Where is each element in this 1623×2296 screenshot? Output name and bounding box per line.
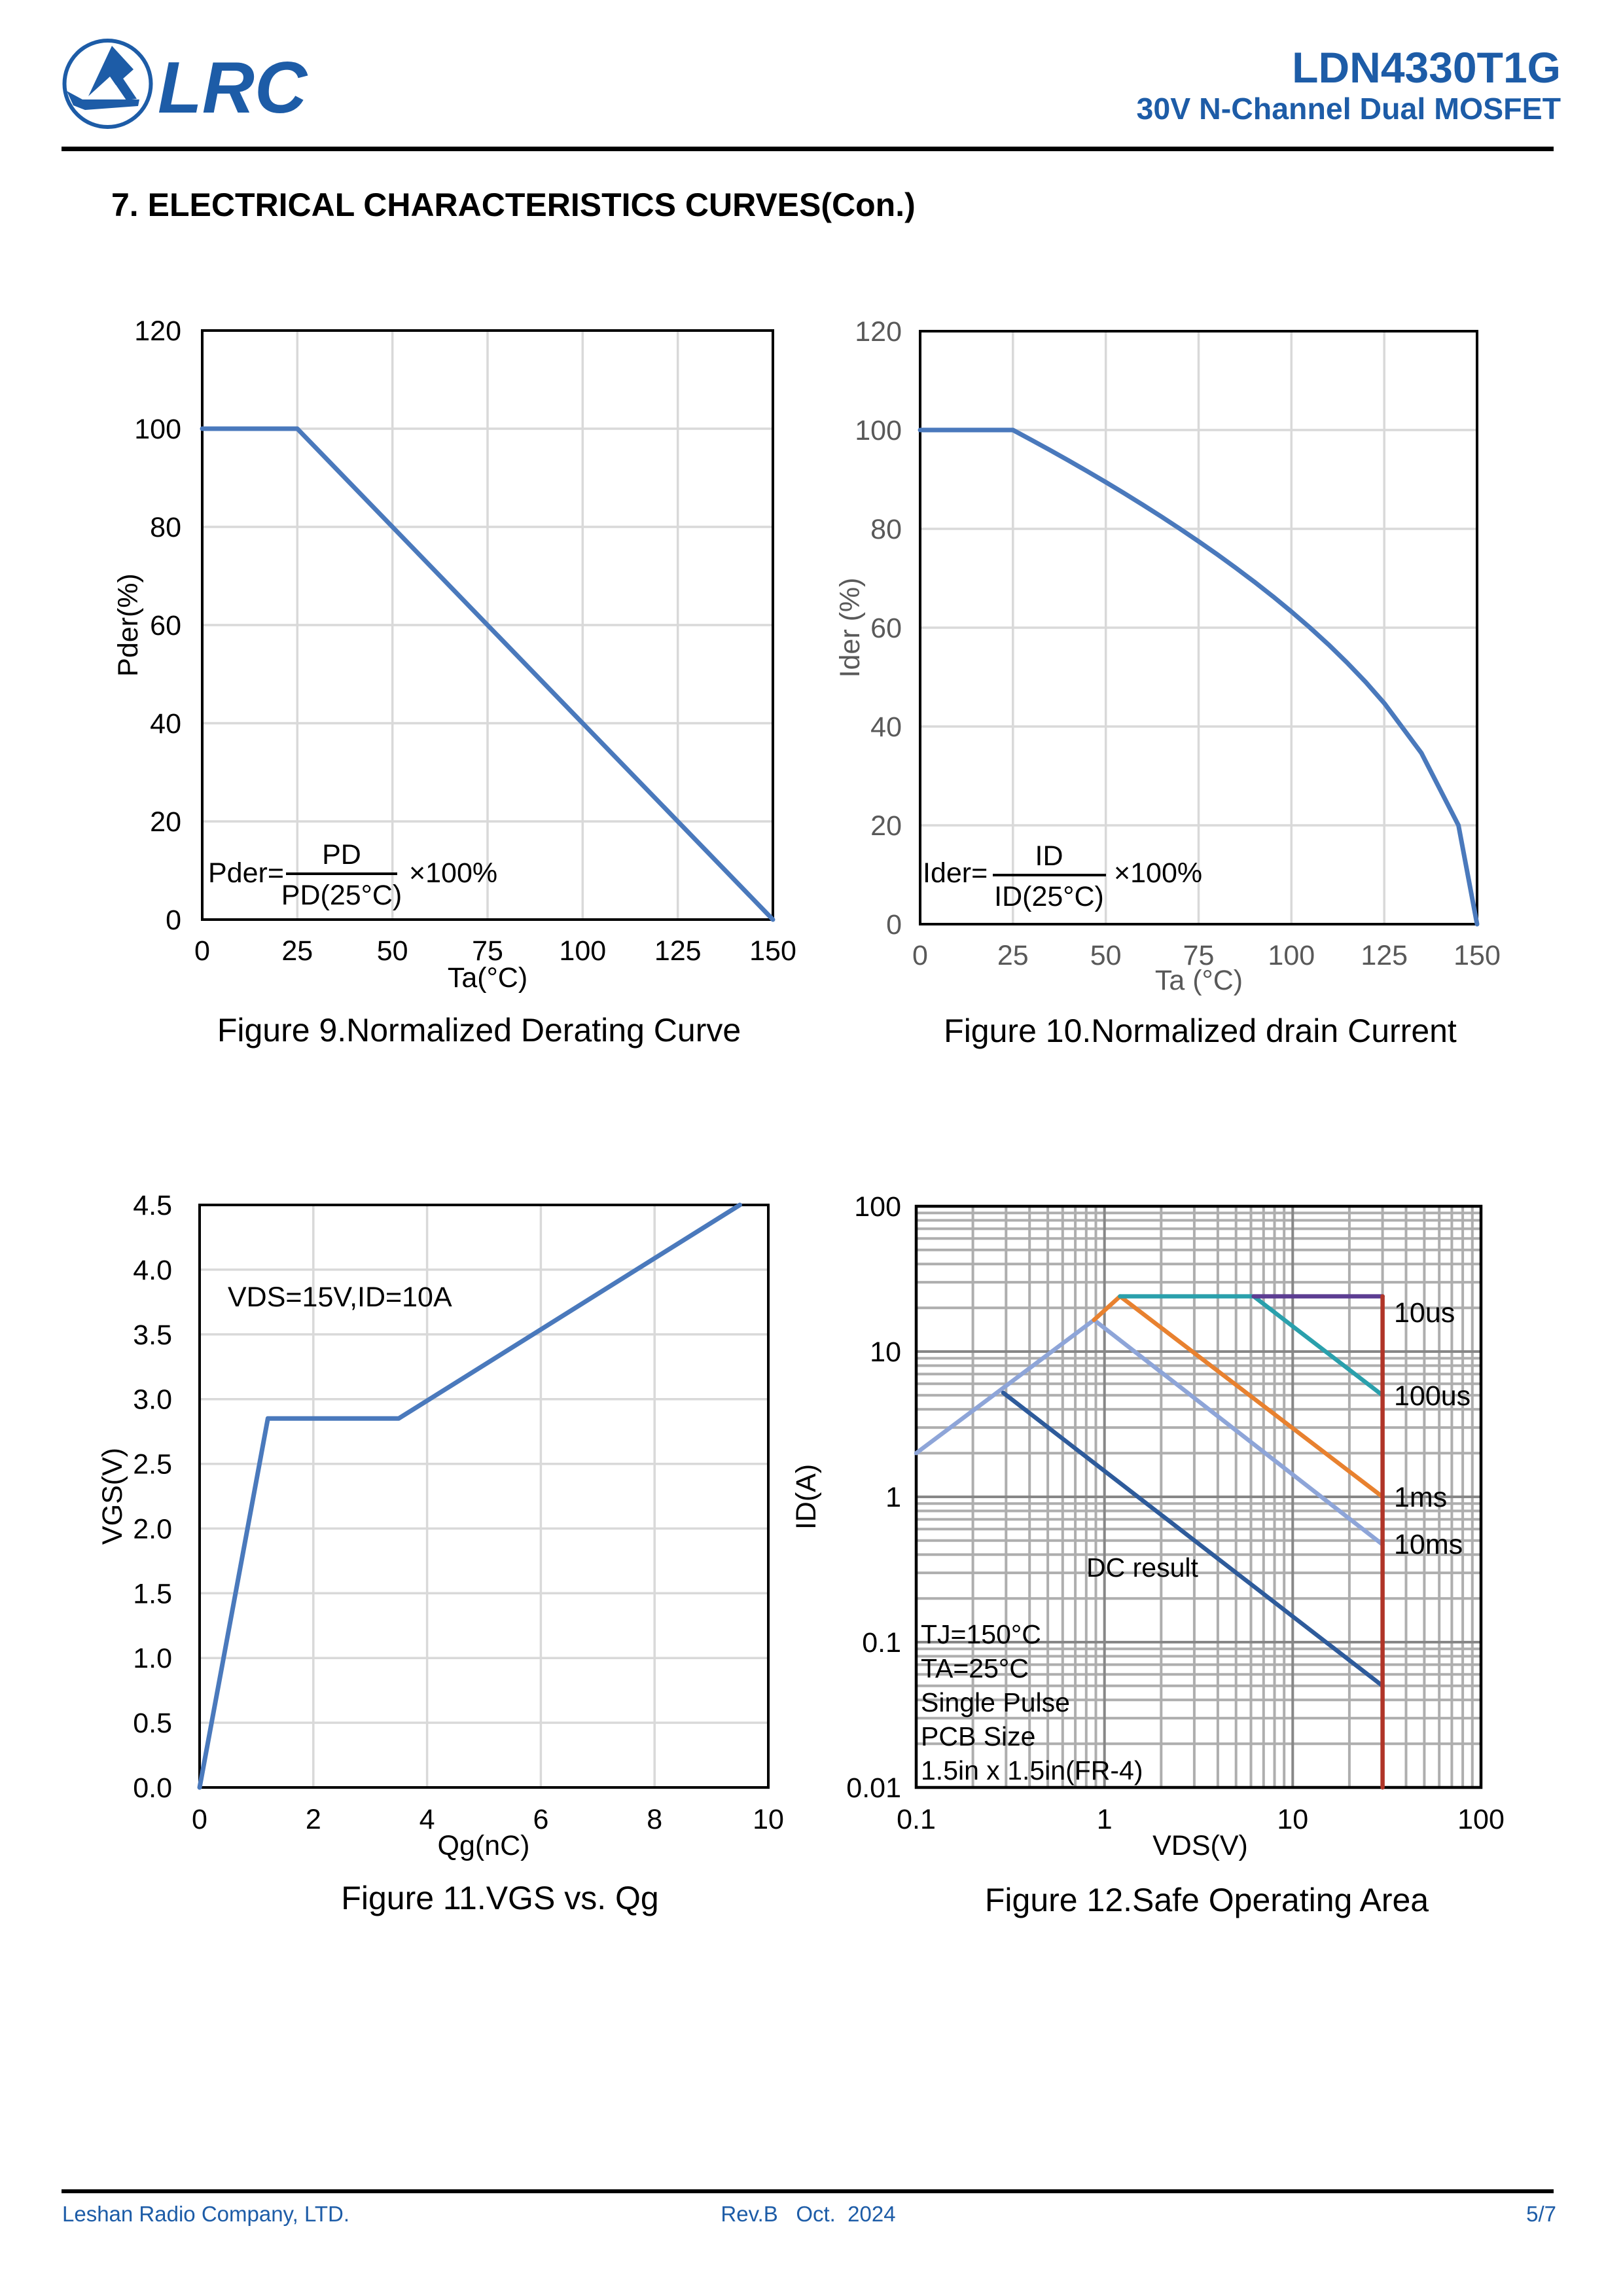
svg-text:100: 100 bbox=[855, 415, 902, 446]
svg-text:Pder=: Pder= bbox=[208, 857, 284, 889]
svg-text:20: 20 bbox=[870, 810, 902, 842]
svg-text:125: 125 bbox=[1361, 940, 1408, 971]
svg-text:40: 40 bbox=[150, 708, 181, 740]
svg-text:10ms: 10ms bbox=[1394, 1529, 1463, 1560]
svg-text:1ms: 1ms bbox=[1394, 1482, 1447, 1513]
svg-text:25: 25 bbox=[281, 935, 313, 967]
svg-text:120: 120 bbox=[134, 315, 181, 347]
svg-text:Ta(°C): Ta(°C) bbox=[448, 962, 527, 994]
svg-text:60: 60 bbox=[870, 613, 902, 644]
svg-text:0.1: 0.1 bbox=[897, 1804, 936, 1835]
svg-text:0.5: 0.5 bbox=[133, 1708, 172, 1739]
svg-text:80: 80 bbox=[150, 512, 181, 543]
svg-text:3.5: 3.5 bbox=[133, 1319, 172, 1351]
svg-text:40: 40 bbox=[870, 711, 902, 743]
svg-text:10us: 10us bbox=[1394, 1297, 1455, 1329]
svg-text:Ider=: Ider= bbox=[923, 857, 988, 889]
svg-text:0.01: 0.01 bbox=[846, 1772, 901, 1804]
svg-text:100: 100 bbox=[134, 414, 181, 445]
svg-text:TJ=150°C: TJ=150°C bbox=[921, 1619, 1041, 1649]
svg-text:×100%: ×100% bbox=[409, 857, 497, 889]
svg-text:30V N-Channel Dual MOSFET: 30V N-Channel Dual MOSFET bbox=[1136, 92, 1561, 126]
svg-text:25: 25 bbox=[997, 940, 1029, 971]
svg-text:Ider (%): Ider (%) bbox=[834, 578, 866, 678]
svg-text:10: 10 bbox=[870, 1336, 901, 1368]
svg-text:75: 75 bbox=[1183, 940, 1215, 971]
svg-text:LDN4330T1G: LDN4330T1G bbox=[1292, 43, 1561, 92]
svg-text:LRC: LRC bbox=[158, 47, 308, 128]
svg-text:1.5in x 1.5in(FR-4): 1.5in x 1.5in(FR-4) bbox=[921, 1755, 1143, 1785]
svg-text:150: 150 bbox=[1454, 940, 1501, 971]
svg-text:0: 0 bbox=[192, 1804, 207, 1835]
svg-text:1.5: 1.5 bbox=[133, 1578, 172, 1609]
svg-text:0: 0 bbox=[912, 940, 928, 971]
svg-text:ID(A): ID(A) bbox=[791, 1464, 822, 1530]
svg-text:2.0: 2.0 bbox=[133, 1513, 172, 1545]
svg-text:Pder(%): Pder(%) bbox=[113, 573, 144, 677]
svg-text:100: 100 bbox=[1268, 940, 1315, 971]
svg-text:10: 10 bbox=[753, 1804, 784, 1835]
svg-text:1.0: 1.0 bbox=[133, 1643, 172, 1674]
svg-text:Figure 10.Normalized drain Cur: Figure 10.Normalized drain Current bbox=[944, 1013, 1457, 1049]
svg-text:5/7: 5/7 bbox=[1526, 2202, 1556, 2226]
svg-text:0: 0 bbox=[886, 909, 902, 941]
svg-text:×100%: ×100% bbox=[1114, 857, 1202, 889]
svg-text:ID(25°C): ID(25°C) bbox=[994, 881, 1104, 912]
svg-text:PD(25°C): PD(25°C) bbox=[281, 880, 402, 911]
svg-text:VDS(V): VDS(V) bbox=[1152, 1830, 1248, 1861]
svg-text:20: 20 bbox=[150, 806, 181, 838]
svg-text:Ta (°C): Ta (°C) bbox=[1155, 965, 1243, 996]
svg-text:0.1: 0.1 bbox=[862, 1627, 901, 1659]
svg-text:PCB Size: PCB Size bbox=[921, 1721, 1035, 1751]
svg-text:4.5: 4.5 bbox=[133, 1190, 172, 1221]
svg-text:100: 100 bbox=[1457, 1804, 1505, 1835]
svg-text:1: 1 bbox=[885, 1482, 901, 1513]
svg-text:50: 50 bbox=[1090, 940, 1122, 971]
svg-text:Single Pulse: Single Pulse bbox=[921, 1687, 1070, 1717]
svg-text:75: 75 bbox=[472, 935, 503, 967]
svg-text:6: 6 bbox=[533, 1804, 548, 1835]
svg-text:100: 100 bbox=[854, 1191, 901, 1223]
svg-text:150: 150 bbox=[749, 935, 796, 967]
svg-text:10: 10 bbox=[1277, 1804, 1308, 1835]
svg-text:1: 1 bbox=[1097, 1804, 1113, 1835]
svg-text:0: 0 bbox=[194, 935, 210, 967]
svg-text:Figure 9.Normalized Derating C: Figure 9.Normalized Derating Curve bbox=[217, 1012, 741, 1049]
svg-text:VDS=15V,ID=10A: VDS=15V,ID=10A bbox=[228, 1282, 452, 1313]
svg-text:8: 8 bbox=[647, 1804, 662, 1835]
svg-text:ID: ID bbox=[1035, 840, 1063, 872]
svg-text:Leshan Radio Company, LTD.: Leshan Radio Company, LTD. bbox=[62, 2202, 349, 2226]
svg-text:4.0: 4.0 bbox=[133, 1255, 172, 1286]
svg-text:3.0: 3.0 bbox=[133, 1384, 172, 1416]
svg-text:100: 100 bbox=[559, 935, 606, 967]
svg-text:80: 80 bbox=[870, 514, 902, 545]
svg-text:TA=25°C: TA=25°C bbox=[921, 1653, 1029, 1683]
svg-text:0: 0 bbox=[166, 905, 181, 936]
svg-text:0.0: 0.0 bbox=[133, 1772, 172, 1804]
svg-text:Figure 12.Safe Operating Area: Figure 12.Safe Operating Area bbox=[985, 1882, 1429, 1918]
svg-text:60: 60 bbox=[150, 610, 181, 641]
svg-text:4: 4 bbox=[419, 1804, 435, 1835]
svg-text:7. ELECTRICAL CHARACTERISTICS: 7. ELECTRICAL CHARACTERISTICS CURVES(Con… bbox=[111, 187, 916, 223]
svg-text:120: 120 bbox=[855, 316, 902, 348]
svg-text:125: 125 bbox=[654, 935, 702, 967]
svg-text:Qg(nC): Qg(nC) bbox=[438, 1830, 530, 1861]
svg-text:PD: PD bbox=[322, 839, 361, 870]
svg-text:2.5: 2.5 bbox=[133, 1449, 172, 1480]
svg-text:Rev.B Oct. 2024: Rev.B Oct. 2024 bbox=[721, 2202, 895, 2226]
svg-text:Figure 11.VGS vs. Qg: Figure 11.VGS vs. Qg bbox=[341, 1880, 658, 1916]
svg-text:50: 50 bbox=[377, 935, 408, 967]
svg-text:VGS(V): VGS(V) bbox=[97, 1448, 128, 1545]
svg-text:2: 2 bbox=[306, 1804, 321, 1835]
svg-text:100us: 100us bbox=[1394, 1380, 1471, 1412]
svg-text:DC result: DC result bbox=[1086, 1552, 1198, 1583]
